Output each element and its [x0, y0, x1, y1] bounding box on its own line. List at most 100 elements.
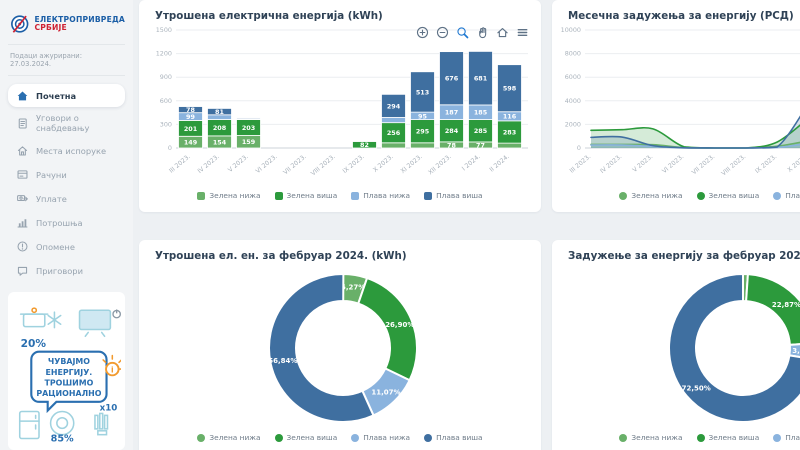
donut-value-label: 22,87%: [772, 301, 800, 309]
pan-icon[interactable]: [476, 26, 489, 39]
bar-segment[interactable]: [236, 117, 261, 120]
bar-segment[interactable]: [410, 71, 435, 113]
sidebar-item-pocetna[interactable]: Почетна: [8, 84, 125, 107]
home-icon[interactable]: [496, 26, 509, 39]
legend-label: Плава нижа: [785, 433, 800, 442]
y-axis-tick: 600: [160, 97, 172, 105]
donut-slice[interactable]: [357, 277, 418, 382]
sidebar-item-opomene[interactable]: Опомене: [8, 235, 125, 258]
lightbulb-icon: i: [102, 354, 121, 377]
legend-label: Плава нижа: [363, 433, 411, 442]
bar-value-label: 681: [474, 75, 487, 83]
legend-item[interactable]: Зелена виша: [696, 433, 759, 442]
energy-saving-banner[interactable]: 20% ЧУВАЈМО ЕНЕРГИЈУ. ТРОШИМО РАЦИОНАЛНО…: [8, 292, 125, 450]
sidebar-item-prigovori[interactable]: Приговори: [8, 259, 125, 282]
x-axis-tick: IV 2023.: [599, 153, 623, 175]
legend-label: Зелена нижа: [631, 191, 683, 200]
bar-segment[interactable]: [439, 51, 464, 106]
sidebar-item-label: Рачуни: [36, 169, 67, 180]
sidebar-item-label: Приговори: [36, 265, 83, 276]
legend-label: Зелена виша: [286, 191, 338, 200]
donut-slice[interactable]: [268, 273, 375, 423]
data-updated-label: Подаци ажурирани: 27.03.2024.: [8, 44, 125, 76]
legend-item[interactable]: Зелена виша: [696, 191, 759, 200]
bar-value-label: 203: [242, 124, 255, 132]
legend-item[interactable]: Зелена нижа: [197, 433, 261, 442]
y-axis-tick: 1200: [156, 50, 172, 58]
bar-chart-legend: Зелена нижа Зелена виша Плава нижа Плава ви…: [141, 191, 539, 200]
sidebar-item-racuni[interactable]: Рачуни: [8, 163, 125, 186]
legend-label: Зелена нижа: [209, 191, 261, 200]
bar-value-label: 159: [242, 138, 256, 146]
promo-stat-85: 85%: [51, 433, 74, 444]
donut-slice[interactable]: [668, 273, 800, 423]
bar-value-label: 256: [387, 129, 401, 137]
donut-chart-charges[interactable]: 22,87% 3,57% 72,50%: [555, 264, 800, 432]
legend-label: Зелена нижа: [631, 433, 683, 442]
bar-segment[interactable]: [468, 50, 493, 106]
zoom-in-icon[interactable]: [416, 26, 429, 39]
legend-item[interactable]: Плава нижа: [773, 433, 800, 442]
bar-segment[interactable]: [207, 108, 232, 116]
bar-segment[interactable]: [381, 142, 406, 149]
legend-item[interactable]: Плава нижа: [351, 433, 410, 442]
dashboard-main: Утрошена електрична енергија (kWh) 0 300 6…: [139, 0, 800, 450]
legend-item[interactable]: Плава нижа: [773, 191, 800, 200]
area-fill: [591, 116, 800, 148]
x-axis-tick: IX 2023.: [754, 153, 778, 175]
area-line[interactable]: [590, 104, 800, 149]
legend-item[interactable]: Зелена нижа: [619, 433, 683, 442]
sidebar-item-label: Уплате: [36, 193, 67, 204]
bar-segment[interactable]: [497, 142, 522, 149]
magnifier-icon[interactable]: [456, 26, 469, 39]
x-axis-tick: V 2023.: [631, 153, 654, 174]
x-axis-tick: III 2023.: [168, 153, 192, 175]
sidebar-item-ugovori-o-snabdevanju[interactable]: Уговори о снабдевању: [8, 108, 125, 138]
bar-segment[interactable]: [352, 141, 377, 149]
bar-value-label: 284: [445, 127, 459, 135]
sidebar-item-label: Опомене: [36, 241, 75, 252]
bar-value-label: 154: [213, 138, 227, 146]
donut-value-label: 11,07%: [371, 388, 400, 396]
x-axis-tick: III 2023.: [569, 153, 593, 175]
sidebar-item-mesta-isporuke[interactable]: Места испоруке: [8, 139, 125, 162]
sidebar-item-potrosnja[interactable]: Потрошња: [8, 211, 125, 234]
bar-segment[interactable]: [178, 106, 203, 114]
bar-segment[interactable]: [497, 64, 522, 113]
donut-slice[interactable]: [745, 273, 800, 346]
x-axis-tick: II 2024.: [488, 153, 510, 173]
legend-item[interactable]: Зелена нижа: [197, 191, 261, 200]
eps-logo: ЕЛЕКТРОПРИВРЕДА СРБИЈЕ: [8, 8, 125, 44]
invoice-icon: [16, 168, 29, 181]
area-chart[interactable]: 0 2000 4000 6000 8000 10000 III 2023. IV 2023. V…: [555, 24, 800, 190]
legend-item[interactable]: Зелена виша: [274, 191, 338, 200]
donut-value-label: 72,50%: [682, 384, 711, 392]
legend-item[interactable]: Плава виша: [424, 433, 483, 442]
svg-text:i: i: [111, 365, 114, 374]
legend-label: Плава нижа: [785, 191, 800, 200]
x-axis-tick: VII 2023.: [691, 153, 717, 176]
y-axis-tick: 0: [577, 144, 581, 152]
legend-label: Зелена виша: [286, 433, 338, 442]
sidebar-item-uplate[interactable]: Уплате: [8, 187, 125, 210]
bar-segment[interactable]: [381, 117, 406, 124]
card-donut-consumed-feb: Утрошена ел. ен. за фебруар 2024. (kWh) …: [139, 240, 541, 450]
legend-item[interactable]: Плава нижа: [351, 191, 410, 200]
x-axis-tick: IX 2023.: [342, 153, 366, 175]
chart-title-monthly-charges: Месечна задужења за енергију (РСД): [568, 10, 794, 22]
bar-value-label: 295: [416, 128, 429, 136]
menu-icon[interactable]: [516, 26, 529, 39]
x-axis-tick: X 2023.: [786, 153, 800, 174]
legend-item[interactable]: Зелена нижа: [619, 191, 683, 200]
y-axis-tick: 1500: [156, 26, 172, 34]
promo-slogan-line1: ЧУВАЈМО: [48, 357, 90, 366]
y-axis-tick: 0: [168, 144, 172, 152]
bar-segment[interactable]: [410, 142, 435, 149]
bar-value-label: 676: [445, 75, 459, 83]
bar-segment[interactable]: [381, 93, 406, 118]
donut-chart-consumed[interactable]: 5,27% 26,90% 11,07% 56,84%: [148, 264, 532, 432]
legend-item[interactable]: Плава виша: [424, 191, 483, 200]
legend-item[interactable]: Зелена виша: [274, 433, 338, 442]
zoom-out-icon[interactable]: [436, 26, 449, 39]
